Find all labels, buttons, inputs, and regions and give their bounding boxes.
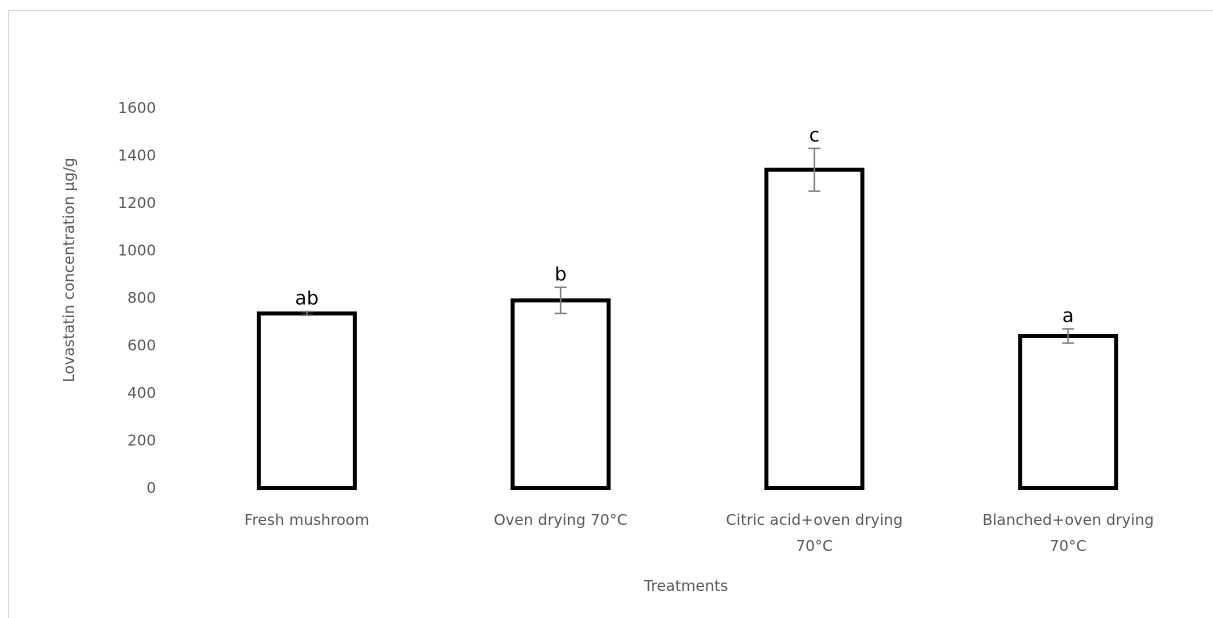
bar — [1018, 334, 1119, 490]
category-label: Blanched+oven drying 70°C — [982, 511, 1154, 555]
bar — [256, 311, 357, 490]
y-tick-label: 400 — [127, 384, 156, 402]
significance-label: a — [1062, 305, 1074, 327]
y-tick-label: 200 — [127, 432, 156, 450]
category-label: Fresh mushroom — [244, 511, 369, 529]
bars — [256, 167, 1119, 490]
significance-label: c — [809, 124, 819, 146]
chart-frame — [8, 10, 1213, 618]
y-tick-label: 0 — [146, 479, 156, 497]
y-axis-ticks: 0 200 400 600 800 1000 1200 1400 1600 — [118, 99, 156, 497]
error-bar — [554, 286, 567, 315]
error-bar — [808, 147, 821, 192]
error-bar — [300, 310, 313, 317]
y-axis-title: Lovastatin concentration µg/g — [60, 158, 78, 383]
x-axis-categories: Fresh mushroom Oven drying 70°C Citric aci… — [244, 511, 1154, 555]
bar — [764, 167, 865, 490]
significance-label: b — [555, 263, 567, 285]
category-label: Oven drying 70°C — [494, 511, 628, 529]
y-tick-label: 1200 — [118, 194, 156, 212]
significance-labels: ab b c a — [295, 124, 1074, 327]
y-tick-label: 1600 — [118, 99, 156, 117]
category-label: Citric acid+oven drying 70°C — [726, 511, 903, 555]
y-tick-label: 800 — [127, 289, 156, 307]
x-axis-title: Treatments — [643, 577, 728, 595]
y-tick-label: 1400 — [118, 147, 156, 165]
significance-label: ab — [295, 288, 319, 310]
y-tick-label: 600 — [127, 337, 156, 355]
error-bars — [300, 147, 1075, 344]
error-bar — [1062, 328, 1075, 344]
bar — [510, 298, 611, 490]
y-tick-label: 1000 — [118, 242, 156, 260]
